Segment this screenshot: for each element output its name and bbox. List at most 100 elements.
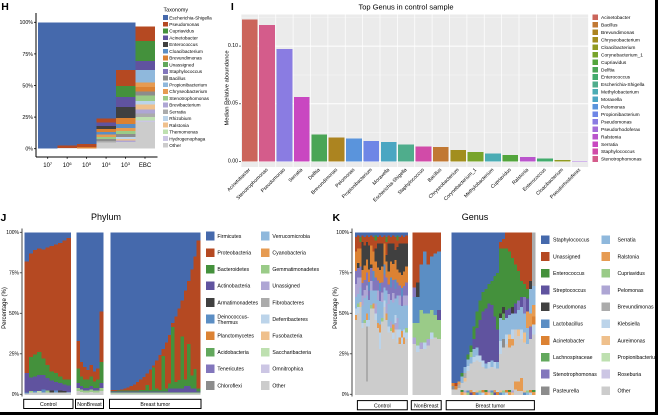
svg-text:Propionibacterium: Propionibacterium — [618, 355, 658, 361]
svg-text:Rhizobium: Rhizobium — [169, 116, 191, 121]
svg-text:103: 103 — [121, 161, 131, 169]
svg-text:Control: Control — [40, 402, 57, 408]
svg-text:Pasteurella: Pasteurella — [553, 389, 579, 395]
svg-text:105: 105 — [82, 161, 92, 169]
svg-text:Deinococcus-: Deinococcus- — [217, 315, 249, 321]
svg-text:0%: 0% — [12, 392, 20, 398]
svg-text:Proteobacteria: Proteobacteria — [217, 251, 251, 257]
svg-text:Propionibacterium: Propionibacterium — [169, 83, 207, 88]
svg-text:NonBreast: NonBreast — [414, 403, 439, 409]
svg-text:Escherichia-Shigella: Escherichia-Shigella — [601, 82, 645, 88]
svg-text:Cupriavidus: Cupriavidus — [169, 29, 194, 34]
svg-text:Methylobacterium: Methylobacterium — [601, 90, 639, 96]
svg-text:Staphylococcus: Staphylococcus — [601, 149, 635, 155]
svg-text:Fusobacteria: Fusobacteria — [272, 334, 302, 340]
svg-text:Staphylococcus: Staphylococcus — [169, 69, 202, 74]
svg-text:Breast tumor: Breast tumor — [140, 402, 170, 408]
svg-text:Saccharibacteria: Saccharibacteria — [272, 350, 311, 356]
svg-text:Pelomonas: Pelomonas — [601, 105, 626, 111]
svg-text:Control: Control — [374, 403, 391, 409]
svg-text:Acinetobacter: Acinetobacter — [169, 35, 198, 40]
svg-text:Escherichia-Shigella: Escherichia-Shigella — [169, 15, 212, 20]
svg-text:Ralstonia: Ralstonia — [618, 254, 640, 260]
svg-text:Acidobacteria: Acidobacteria — [217, 350, 249, 356]
svg-text:Lactobacillus: Lactobacillus — [553, 322, 583, 328]
svg-text:Cyanobacteria: Cyanobacteria — [272, 251, 306, 257]
svg-text:Other: Other — [618, 389, 631, 395]
svg-text:Brevibacterium: Brevibacterium — [169, 103, 200, 108]
svg-text:Gemmatimonadetes: Gemmatimonadetes — [272, 267, 319, 273]
svg-text:75%: 75% — [9, 271, 20, 277]
svg-text:Breast tumor: Breast tumor — [475, 403, 505, 409]
svg-text:Brevundimonas: Brevundimonas — [601, 30, 635, 36]
svg-text:Roseburia: Roseburia — [618, 372, 642, 378]
svg-text:Chryseobacterium: Chryseobacterium — [169, 89, 207, 94]
svg-text:Tenericutes: Tenericutes — [217, 367, 244, 373]
svg-text:Pelomonas: Pelomonas — [618, 288, 644, 294]
svg-text:0.10: 0.10 — [228, 43, 238, 49]
svg-text:Moraxella: Moraxella — [601, 97, 622, 103]
svg-text:H: H — [1, 1, 9, 13]
svg-text:Genus: Genus — [462, 212, 489, 222]
svg-text:Percentage (%): Percentage (%) — [2, 287, 8, 329]
svg-text:Verrucomicrobia: Verrucomicrobia — [272, 234, 310, 240]
svg-text:Corynebacterium_1: Corynebacterium_1 — [601, 52, 643, 58]
svg-text:I: I — [231, 1, 234, 13]
svg-text:Cupriavidus: Cupriavidus — [618, 271, 646, 277]
svg-text:Other: Other — [169, 143, 181, 148]
svg-text:Bacillus: Bacillus — [169, 76, 186, 81]
svg-text:Pseudomonas: Pseudomonas — [553, 305, 587, 311]
svg-text:Thermus: Thermus — [217, 320, 238, 326]
svg-text:Hydrogenophaga: Hydrogenophaga — [169, 136, 205, 141]
svg-text:100%: 100% — [336, 230, 349, 236]
svg-text:106: 106 — [63, 161, 73, 169]
svg-text:0%: 0% — [342, 392, 350, 398]
svg-text:75%: 75% — [339, 271, 350, 277]
svg-text:Planctomycetes: Planctomycetes — [217, 334, 254, 340]
svg-text:Other: Other — [272, 383, 285, 389]
svg-text:K: K — [333, 212, 341, 224]
svg-text:Themomonas: Themomonas — [169, 130, 198, 135]
svg-text:Phylum: Phylum — [91, 212, 121, 222]
svg-text:Propionibacterium: Propionibacterium — [601, 112, 640, 118]
svg-text:Top Genus in control sample: Top Genus in control sample — [358, 3, 453, 12]
svg-text:Cloacibacterium: Cloacibacterium — [169, 49, 203, 54]
svg-text:J: J — [1, 212, 7, 224]
svg-text:Chryseobacterium: Chryseobacterium — [601, 37, 640, 43]
svg-text:Taxonomy: Taxonomy — [164, 8, 189, 14]
svg-text:Serratia: Serratia — [601, 142, 618, 148]
svg-text:Acinetobacter: Acinetobacter — [601, 15, 631, 21]
svg-text:25%: 25% — [22, 115, 33, 121]
svg-text:Aureimonas: Aureimonas — [618, 338, 646, 344]
svg-text:0%: 0% — [25, 147, 33, 153]
svg-text:Bacillus: Bacillus — [601, 23, 618, 29]
svg-text:Median Relative aboundance: Median Relative aboundance — [224, 50, 230, 125]
svg-text:Klebsiella: Klebsiella — [618, 322, 640, 328]
svg-text:0.00: 0.00 — [228, 158, 238, 164]
svg-text:100%: 100% — [19, 20, 33, 26]
svg-text:104: 104 — [102, 161, 112, 169]
svg-text:Staphylococcus: Staphylococcus — [553, 238, 590, 244]
svg-text:Ralstonia: Ralstonia — [169, 123, 189, 128]
svg-text:Ralstonia: Ralstonia — [601, 134, 621, 140]
svg-text:Brevundimonas: Brevundimonas — [169, 56, 202, 61]
svg-text:Delftia: Delftia — [601, 67, 615, 73]
svg-text:Streptococcus: Streptococcus — [553, 288, 586, 294]
svg-text:Percentage (%): Percentage (%) — [333, 287, 339, 329]
svg-text:100%: 100% — [6, 230, 19, 236]
svg-text:Deferribacteres: Deferribacteres — [272, 317, 308, 323]
svg-text:EBC: EBC — [139, 163, 152, 169]
svg-text:Acinetobacter: Acinetobacter — [553, 338, 585, 344]
svg-text:75%: 75% — [22, 52, 33, 58]
svg-text:Brevundimonas: Brevundimonas — [618, 305, 654, 311]
svg-text:Serratia: Serratia — [618, 238, 636, 244]
svg-text:Pseudorhodoferax: Pseudorhodoferax — [601, 127, 641, 133]
svg-text:Bacteroidetes: Bacteroidetes — [217, 267, 249, 273]
svg-text:107: 107 — [43, 161, 53, 169]
svg-text:Pseudomonas: Pseudomonas — [169, 22, 200, 27]
svg-text:Unassigned: Unassigned — [272, 284, 300, 290]
svg-text:Enterococcus: Enterococcus — [553, 271, 585, 277]
svg-text:Stenotrophomonas: Stenotrophomonas — [601, 157, 642, 163]
svg-text:Fibrobacteres: Fibrobacteres — [272, 300, 304, 306]
svg-text:Unassigned: Unassigned — [553, 254, 581, 260]
